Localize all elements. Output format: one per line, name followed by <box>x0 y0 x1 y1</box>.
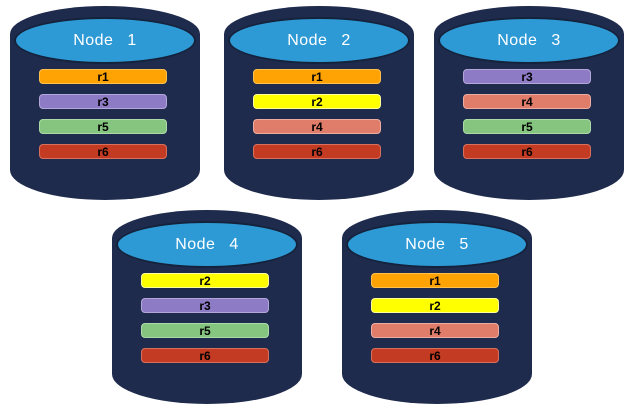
partition-bar-r3: r3 <box>141 298 269 313</box>
database-node-2: Node 2 r1 r2 r4 r6 <box>224 6 414 200</box>
partition-bar-r4: r4 <box>463 94 591 109</box>
partition-bar-r2: r2 <box>371 298 499 313</box>
partition-list: r1 r3 r5 r6 <box>39 69 167 159</box>
partition-list: r1 r2 r4 r6 <box>253 69 381 159</box>
partition-bar-r5: r5 <box>463 119 591 134</box>
partition-bar-r3: r3 <box>39 94 167 109</box>
database-node-5: Node 5 r1 r2 r4 r6 <box>342 210 532 404</box>
partition-bar-r6: r6 <box>463 144 591 159</box>
cylinder-top-ellipse: Node 5 <box>346 221 528 268</box>
partition-bar-r3: r3 <box>463 69 591 84</box>
partition-bar-r2: r2 <box>141 273 269 288</box>
partition-bar-r1: r1 <box>253 69 381 84</box>
node-label: Node 4 <box>175 235 239 253</box>
database-node-1: Node 1 r1 r3 r5 r6 <box>10 6 200 200</box>
partition-bar-r4: r4 <box>253 119 381 134</box>
partition-bar-r6: r6 <box>39 144 167 159</box>
cylinder-top-ellipse: Node 2 <box>228 17 410 64</box>
partition-list: r1 r2 r4 r6 <box>371 273 499 363</box>
cylinder-top-ellipse: Node 4 <box>116 221 298 268</box>
database-node-4: Node 4 r2 r3 r5 r6 <box>112 210 302 404</box>
partition-list: r2 r3 r5 r6 <box>141 273 269 363</box>
partition-bar-r1: r1 <box>371 273 499 288</box>
node-label: Node 1 <box>73 31 137 49</box>
node-label: Node 3 <box>497 31 561 49</box>
partition-list: r3 r4 r5 r6 <box>463 69 591 159</box>
partition-bar-r6: r6 <box>371 348 499 363</box>
database-node-3: Node 3 r3 r4 r5 r6 <box>434 6 624 200</box>
partition-bar-r4: r4 <box>371 323 499 338</box>
partition-bar-r5: r5 <box>141 323 269 338</box>
partition-bar-r6: r6 <box>141 348 269 363</box>
partition-bar-r2: r2 <box>253 94 381 109</box>
partition-bar-r1: r1 <box>39 69 167 84</box>
partition-bar-r6: r6 <box>253 144 381 159</box>
partition-bar-r5: r5 <box>39 119 167 134</box>
cylinder-top-ellipse: Node 3 <box>438 17 620 64</box>
node-label: Node 5 <box>405 235 469 253</box>
cylinder-top-ellipse: Node 1 <box>14 17 196 64</box>
node-label: Node 2 <box>287 31 351 49</box>
